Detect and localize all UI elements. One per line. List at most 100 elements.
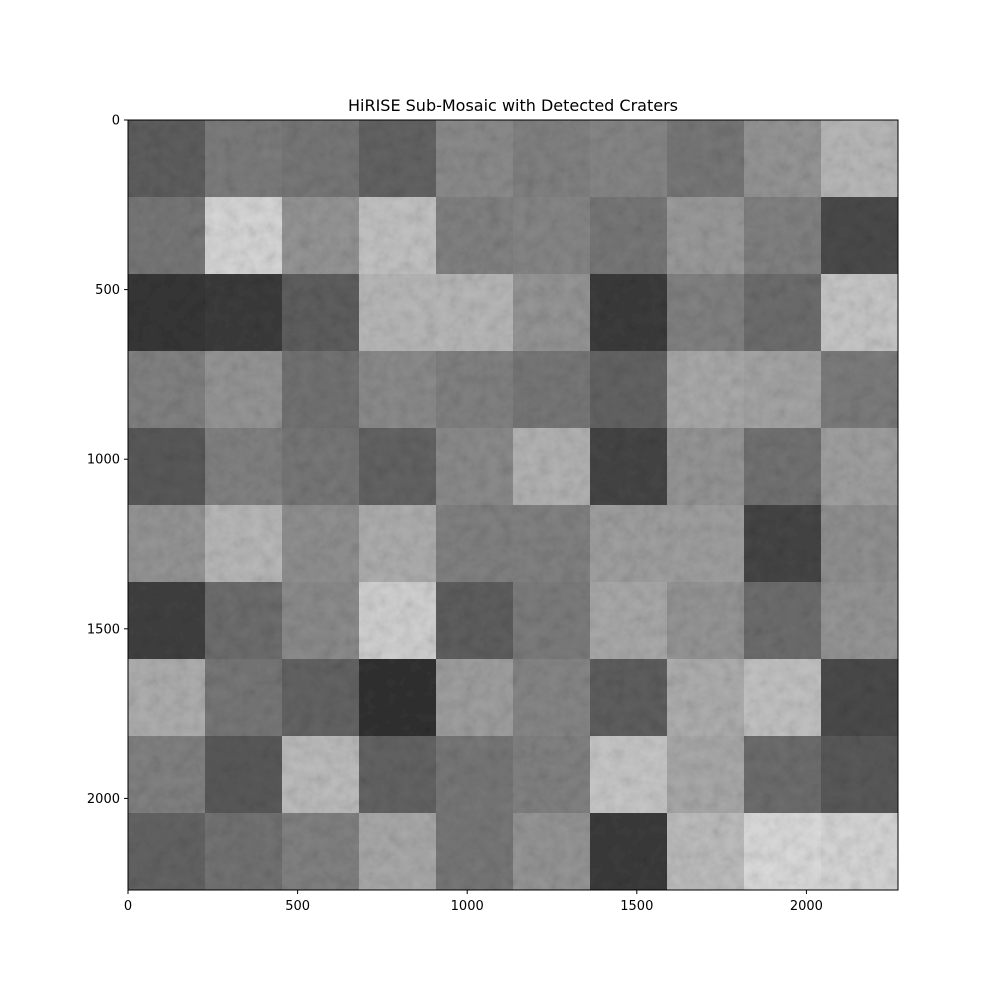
x-tick-label: 1500 [620,899,653,914]
mosaic-tile [590,197,668,275]
mosaic-tile [821,659,899,737]
mosaic-tile [744,274,822,352]
mosaic-tile [436,659,514,737]
mosaic-tile [359,197,437,275]
mosaic-tile [128,351,206,429]
mosaic-tile [282,813,360,891]
mosaic-tile [513,813,591,891]
mosaic-tile [282,659,360,737]
mosaic-tile [744,659,822,737]
mosaic-tile [667,274,745,352]
x-tick-label: 0 [124,899,132,914]
mosaic-tile [436,428,514,506]
mosaic-tile [590,736,668,814]
mosaic-tile [436,813,514,891]
mosaic-tile [359,659,437,737]
mosaic-tile [282,505,360,583]
y-tick-label: 500 [95,283,120,298]
mosaic-tile [744,736,822,814]
mosaic-tile [205,813,283,891]
mosaic-tile [359,813,437,891]
mosaic-tile [590,351,668,429]
mosaic-tile [821,197,899,275]
mosaic-tile [744,428,822,506]
mosaic-tile [513,274,591,352]
x-tick-label: 500 [285,899,310,914]
mosaic-tile [359,505,437,583]
mosaic-tile [513,736,591,814]
mosaic-tile [513,428,591,506]
mosaic-tile [282,582,360,660]
mosaic-tile [667,736,745,814]
x-axis: 0 500 1000 1500 2000 [124,890,823,914]
mosaic-tile [436,736,514,814]
mosaic-tile [128,582,206,660]
chart-title: HiRISE Sub-Mosaic with Detected Craters [348,96,678,115]
y-tick-label: 1500 [87,622,120,637]
mosaic-tile [205,582,283,660]
mosaic-tile [513,197,591,275]
mosaic-tile [436,197,514,275]
mosaic-tile [590,120,668,198]
mosaic-tile [128,274,206,352]
mosaic-tile [205,659,283,737]
mosaic-tile [282,736,360,814]
mosaic-tile [590,659,668,737]
axes-frame [127,119,899,891]
mosaic-tile [436,582,514,660]
mosaic-tile [359,120,437,198]
mosaic-tile [744,351,822,429]
mosaic-tile [128,659,206,737]
mosaic-tile [667,197,745,275]
mosaic-tile [821,813,899,891]
mosaic-tile [513,120,591,198]
mosaic-tile [744,582,822,660]
mosaic-tile [513,582,591,660]
mosaic-tile [667,582,745,660]
mosaic-tile [205,736,283,814]
mosaic-tile [513,351,591,429]
y-tick-label: 2000 [87,792,120,807]
mosaic-tile [667,659,745,737]
mosaic-tile [205,351,283,429]
mosaic-tile [282,197,360,275]
mosaic-tile [590,505,668,583]
mosaic-tile [359,736,437,814]
mosaic-tile [436,505,514,583]
mosaic-tile [282,351,360,429]
mosaic-tile [436,274,514,352]
mosaic-tile [205,274,283,352]
y-tick-label: 1000 [87,453,120,468]
mosaic-tile [667,120,745,198]
mosaic-tile [128,197,206,275]
mosaic-tile [744,505,822,583]
mosaic-tile [667,505,745,583]
mosaic-tile [128,428,206,506]
mosaic-tile [128,505,206,583]
mosaic-tile [744,197,822,275]
mosaic-tile [359,351,437,429]
mosaic-tile [205,428,283,506]
mosaic-tile [821,736,899,814]
mosaic-tile [821,505,899,583]
mosaic-tile [205,197,283,275]
mosaic-tile [359,582,437,660]
mosaic-tile [205,505,283,583]
mosaic-tile [821,274,899,352]
mosaic-tile [667,428,745,506]
mosaic-tile [436,351,514,429]
mosaic-tile [590,582,668,660]
mosaic-tile [667,813,745,891]
mosaic-tile [744,813,822,891]
mosaic-tile [590,274,668,352]
mosaic-tile [590,428,668,506]
y-axis: 0 500 1000 1500 2000 [87,114,128,807]
mosaic-tile [744,120,822,198]
mosaic-tile [359,274,437,352]
mosaic-tile [590,813,668,891]
mosaic-tile [821,582,899,660]
mosaic-tile [513,505,591,583]
mosaic-tile [667,351,745,429]
mosaic-tile [128,120,206,198]
